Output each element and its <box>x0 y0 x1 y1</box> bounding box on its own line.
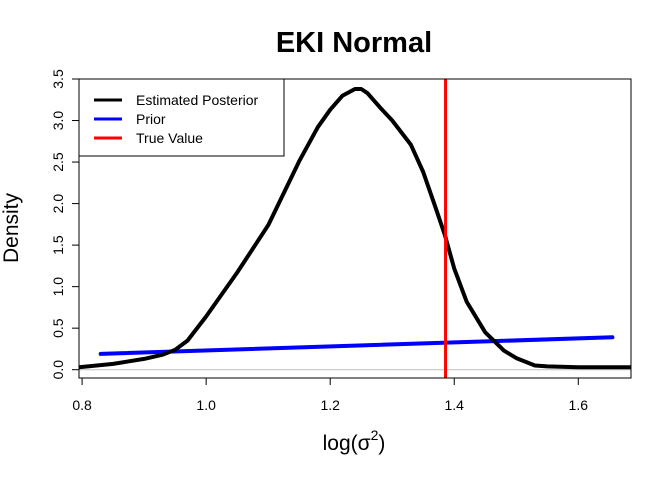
legend: Estimated Posterior Prior True Value <box>78 78 285 157</box>
y-tick-label: 2.5 <box>50 152 66 172</box>
plot-marks <box>79 79 631 378</box>
y-tick-label: 1.5 <box>50 235 66 255</box>
y-axis: 0.0 0.5 1.0 1.5 2.0 2.5 3.0 3.5 <box>50 69 80 380</box>
y-tick-label: 2.0 <box>50 194 66 214</box>
y-tick-label: 3.5 <box>50 69 66 89</box>
x-tick-label: 1.4 <box>445 397 465 413</box>
legend-label: Prior <box>136 111 166 127</box>
y-tick-label: 0.0 <box>50 360 66 380</box>
x-axis-label-base: log(σ <box>323 432 371 455</box>
x-tick-label: 1.0 <box>196 397 216 413</box>
y-tick-label: 3.0 <box>50 111 66 131</box>
x-axis: 0.8 1.0 1.2 1.4 1.6 <box>72 377 589 413</box>
y-axis-label: Density <box>0 192 23 263</box>
series-estimated-posterior-line <box>79 87 631 370</box>
chart-title: EKI Normal <box>276 27 432 59</box>
x-tick-label: 0.8 <box>72 397 92 413</box>
legend-label: Estimated Posterior <box>136 92 258 108</box>
series-prior-line <box>98 335 615 356</box>
x-tick-label: 1.6 <box>569 397 589 413</box>
y-tick-label: 1.0 <box>50 277 66 297</box>
x-tick-label: 1.2 <box>320 397 340 413</box>
x-axis-label: log(σ2) <box>323 427 386 455</box>
y-tick-label: 0.5 <box>50 318 66 338</box>
legend-label: True Value <box>136 130 203 146</box>
x-axis-label-close: ) <box>378 432 385 455</box>
plot-area <box>79 79 631 378</box>
x-axis-label-superscript: 2 <box>371 427 379 443</box>
